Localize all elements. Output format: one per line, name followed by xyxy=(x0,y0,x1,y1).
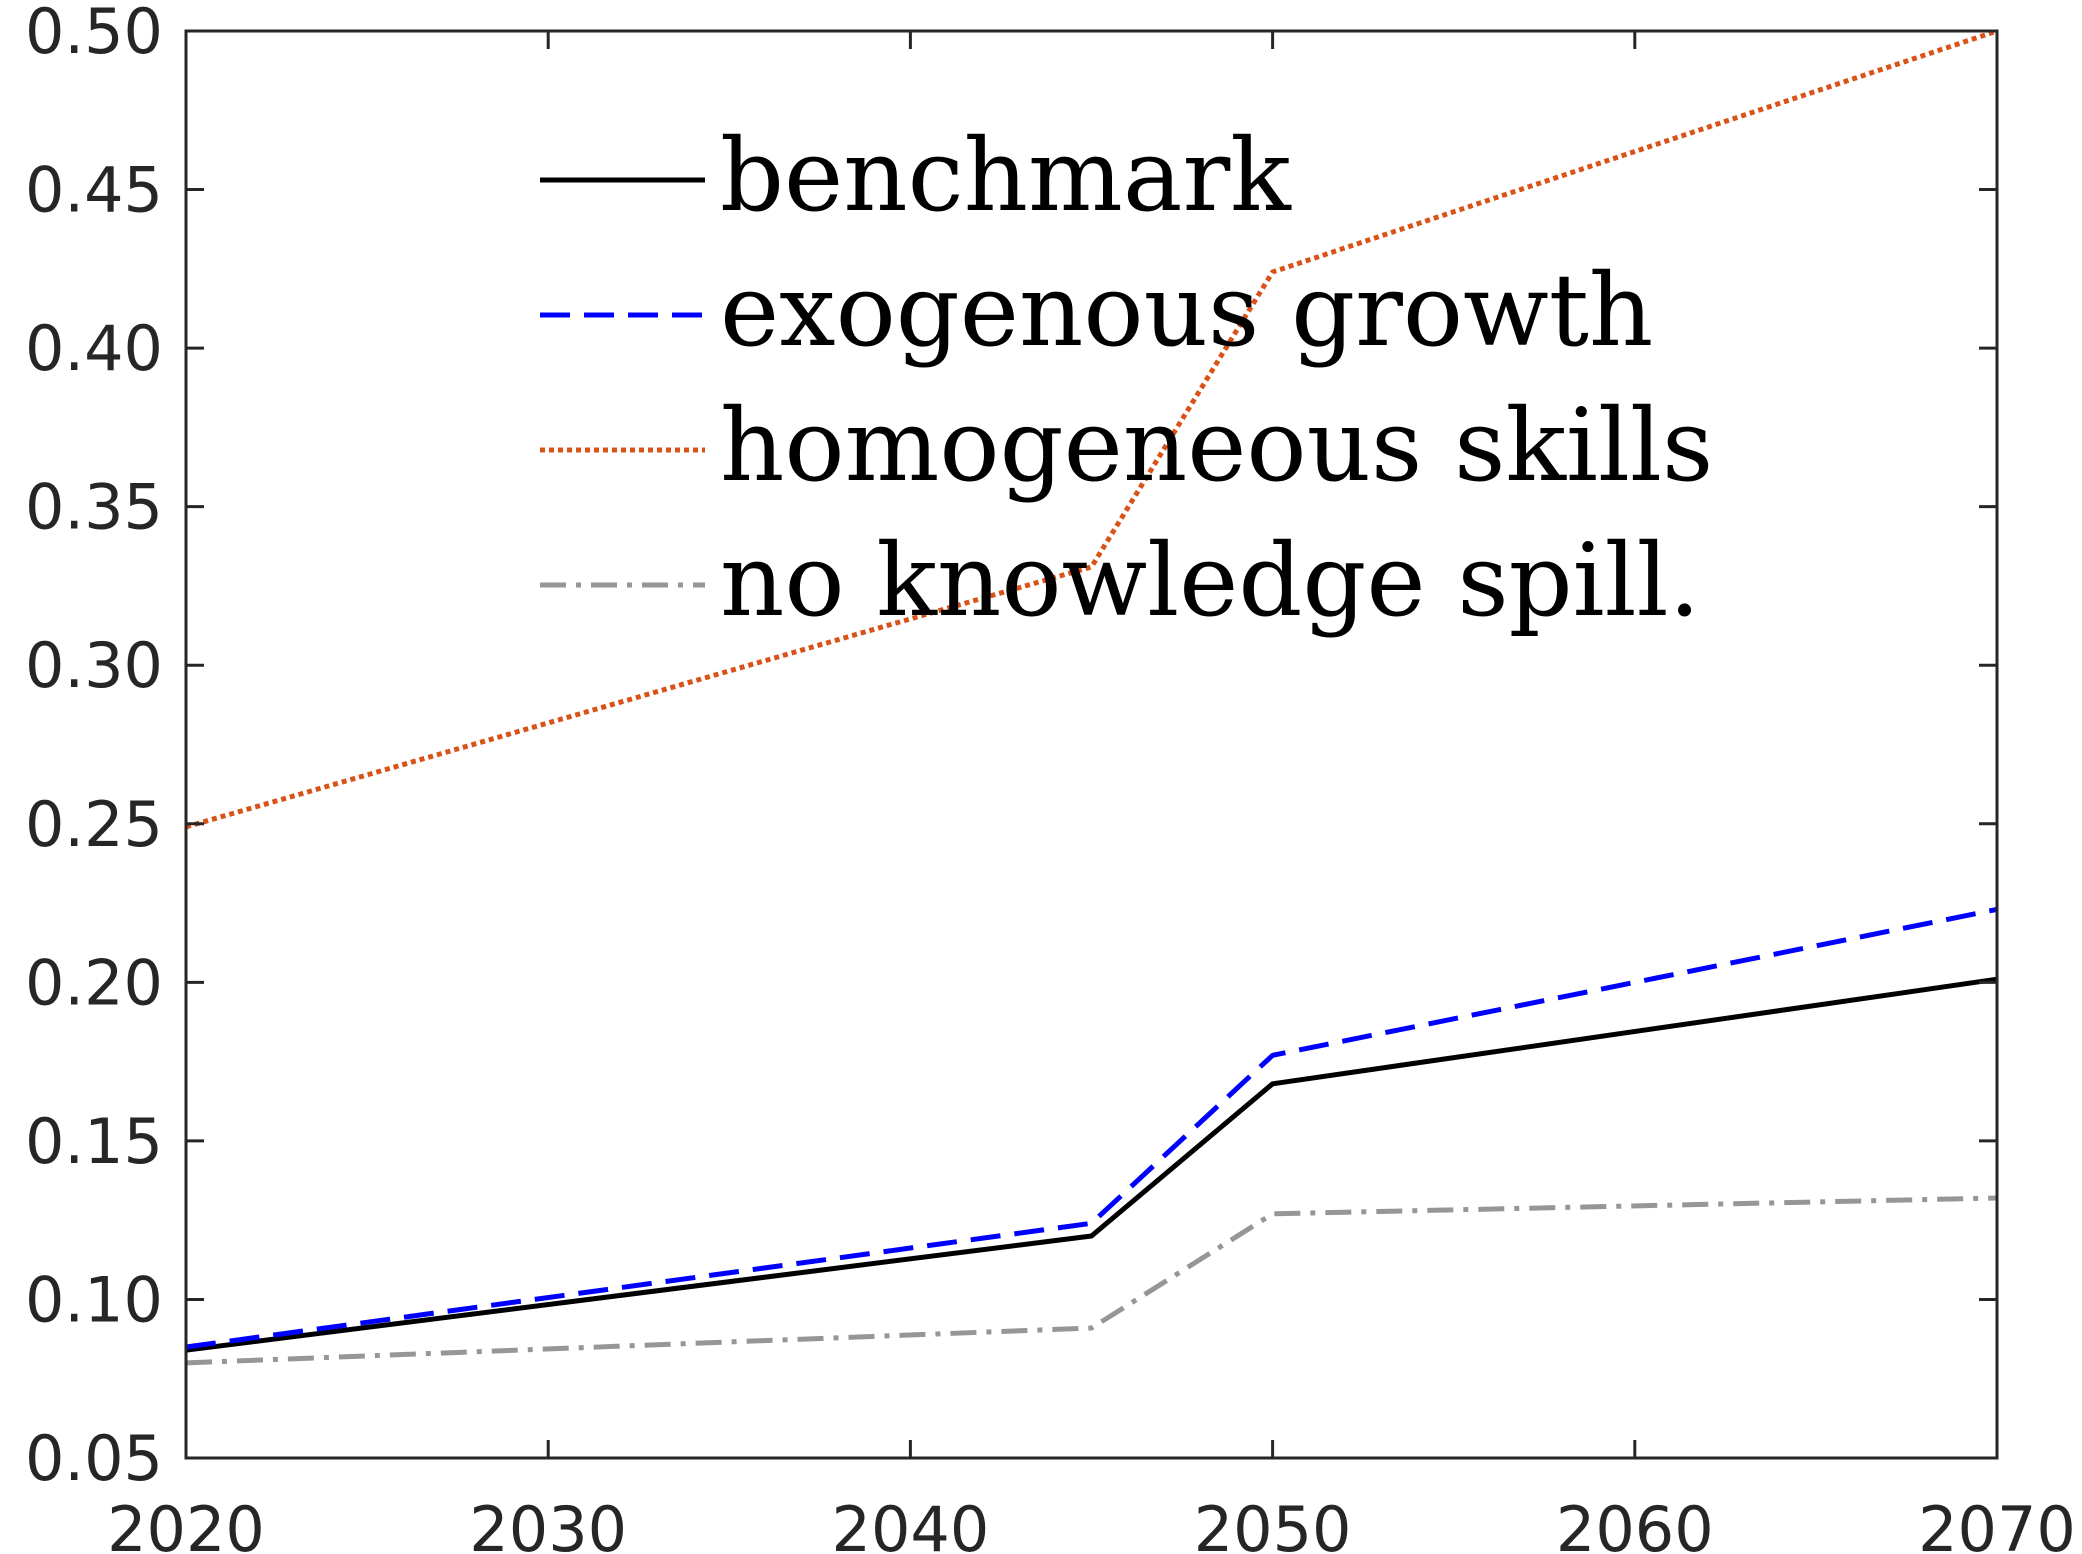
x-tick-label: 2020 xyxy=(107,1493,265,1554)
series-line-4 xyxy=(185,1195,1998,1366)
legend-label-1: benchmark xyxy=(720,117,1292,234)
legend: benchmark exogenous growth homogeneous ski… xyxy=(540,117,1713,639)
y-tick-label: 0.20 xyxy=(25,946,163,1019)
legend-label-4: no knowledge spill. xyxy=(720,522,1700,639)
y-tick-label: 0.30 xyxy=(25,629,163,702)
x-tick-label: 2040 xyxy=(832,1493,990,1554)
series-line-1 xyxy=(185,976,1998,1353)
plot-frame xyxy=(184,29,1999,1460)
ticks-layer: 2020 2030 2040 2050 2060 2070 0.05 0.10 0.15 0.20… xyxy=(25,0,2076,1554)
y-tick-label: 0.15 xyxy=(25,1105,163,1178)
series-layer xyxy=(185,28,1998,1366)
series-line-3 xyxy=(185,28,1998,830)
y-tick-label: 0.05 xyxy=(25,1422,163,1495)
legend-label-2: exogenous growth xyxy=(720,252,1653,369)
y-tick-label: 0.35 xyxy=(25,471,163,544)
y-tick-label: 0.50 xyxy=(25,0,163,68)
x-tick-label: 2060 xyxy=(1556,1493,1714,1554)
x-tick-label: 2030 xyxy=(469,1493,627,1554)
y-tick-label: 0.40 xyxy=(25,312,163,385)
x-tick-label: 2070 xyxy=(1918,1493,2076,1554)
y-tick-label: 0.45 xyxy=(25,154,163,227)
series-line-2 xyxy=(185,906,1998,1350)
plot-area xyxy=(186,31,1997,1458)
y-tick-label: 0.25 xyxy=(25,788,163,861)
y-tick-label: 0.10 xyxy=(25,1263,163,1336)
x-tick-label: 2050 xyxy=(1194,1493,1352,1554)
legend-label-3: homogeneous skills xyxy=(720,387,1713,504)
